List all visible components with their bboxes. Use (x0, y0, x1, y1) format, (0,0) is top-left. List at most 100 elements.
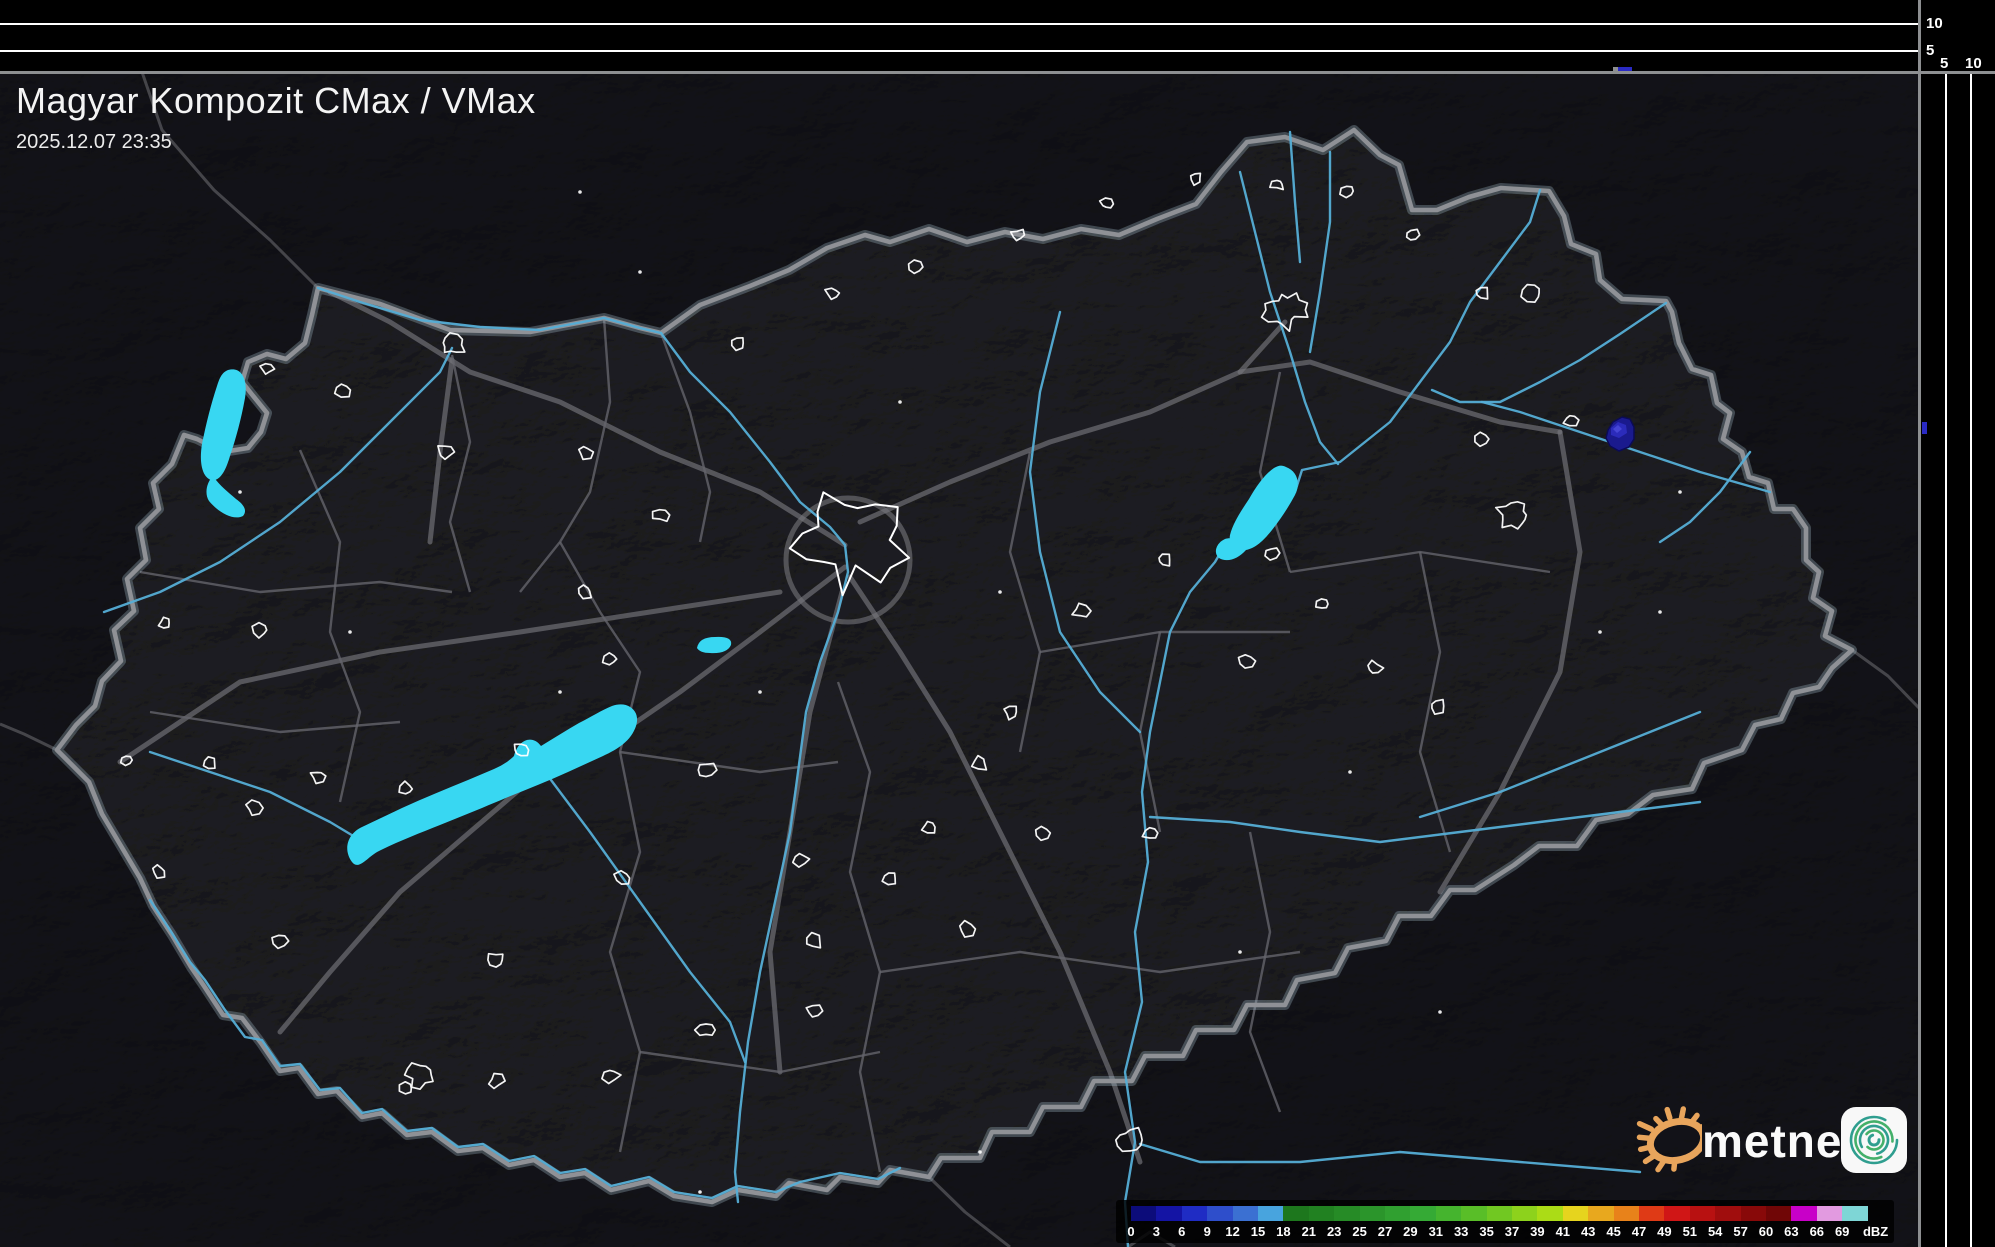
river (659, 331, 850, 1204)
echo-right-projection (1922, 422, 1927, 434)
city-outlines (119, 172, 1682, 1194)
town-dot (758, 690, 762, 694)
city-outline (881, 872, 897, 886)
sun-ray (1655, 1159, 1666, 1173)
neighbour-border (1851, 648, 1919, 710)
county-border (1248, 831, 1282, 1113)
river (1238, 170, 1340, 466)
river (148, 750, 357, 839)
neighbour-border (0, 722, 58, 752)
city-outline (1520, 283, 1540, 303)
dbz-color-segment (1766, 1206, 1792, 1221)
dbz-color-segment (1562, 1206, 1589, 1221)
river (1430, 301, 1668, 404)
hungary-composite-map (0, 72, 1919, 1247)
city-outline (202, 755, 216, 770)
city-outline (693, 1023, 717, 1037)
city-outline (1339, 185, 1355, 199)
sun-ray (1664, 1106, 1673, 1121)
dbz-tick-label: 3 (1152, 1224, 1161, 1239)
dbz-color-segment (1639, 1206, 1665, 1221)
dbz-color-segment (1385, 1206, 1411, 1221)
city-outline (958, 919, 977, 938)
city-outline (487, 952, 504, 968)
lake (1229, 465, 1298, 551)
city-outline (437, 445, 456, 461)
river (1138, 1142, 1642, 1174)
city-outline (271, 934, 290, 950)
dbz-color-segment (1207, 1206, 1234, 1221)
county-border (1258, 371, 1292, 573)
dbz-tick-label: 15 (1250, 1224, 1266, 1239)
dbz-tick-label: 45 (1606, 1224, 1621, 1239)
sun-icon (1636, 1106, 1702, 1173)
lake (206, 476, 246, 518)
city-outline (1141, 826, 1159, 839)
county-border (879, 950, 1301, 974)
county-border (1008, 451, 1042, 753)
county-border (1039, 630, 1290, 654)
dbz-color-segment (1410, 1206, 1437, 1221)
dbz-color-segment (1689, 1206, 1716, 1221)
lake (347, 704, 638, 865)
dbz-color-segment (1486, 1206, 1513, 1221)
dbz-tick-label: 33 (1453, 1224, 1469, 1239)
city-outline (1237, 653, 1257, 669)
map-right-border-line (1918, 0, 1921, 1247)
city-outline (1264, 547, 1281, 561)
neighbour-border (140, 72, 320, 290)
dbz-color-segment (1588, 1206, 1615, 1221)
rivers (102, 130, 1772, 1247)
dbz-tick-label: 27 (1377, 1224, 1393, 1239)
dbz-color-segment (1715, 1206, 1742, 1221)
city-outline (251, 621, 268, 639)
dbz-color-segment (1181, 1206, 1208, 1221)
river (1418, 710, 1702, 819)
dbz-tick-label: 51 (1682, 1224, 1698, 1239)
county-borders (139, 317, 1551, 1173)
town-dot (348, 630, 352, 634)
dbz-tick-label: 31 (1428, 1224, 1444, 1239)
dbz-tick-label: 66 (1809, 1224, 1825, 1239)
county-border (448, 354, 472, 593)
neighbour-border (927, 1175, 1011, 1247)
city-outline (1260, 292, 1309, 333)
city-outline (601, 651, 618, 666)
radar-map (0, 72, 1919, 1247)
town-dot (1658, 610, 1662, 614)
echo-top-projection-gray (1613, 67, 1619, 72)
city-outline (697, 762, 718, 778)
road (327, 289, 848, 548)
dbz-color-segment (1308, 1206, 1335, 1221)
river (316, 286, 663, 335)
dbz-color-segment (1359, 1206, 1386, 1221)
county-border (836, 681, 882, 1173)
town-dot (1438, 1010, 1442, 1014)
dbz-color-segment (1131, 1206, 1157, 1221)
city-outline (442, 331, 466, 354)
budapest-outline (788, 491, 911, 597)
city-outline (119, 755, 134, 767)
town-dot (1348, 770, 1352, 774)
river (1028, 310, 1142, 734)
metnet-app-icon[interactable] (1840, 1106, 1908, 1174)
metnet-logo[interactable]: metnet (1636, 1096, 1911, 1186)
height-gridline (0, 23, 1919, 25)
city-outline (613, 869, 631, 885)
sun-ray (1689, 1112, 1700, 1124)
county-border (149, 710, 401, 734)
dbz-tick-label: 9 (1203, 1224, 1211, 1239)
dbz-color-segment (1435, 1206, 1462, 1221)
city-outline (513, 743, 530, 757)
city-outline (577, 445, 595, 461)
echo-highlight (1613, 425, 1622, 433)
road (1437, 429, 1583, 895)
road (117, 589, 783, 765)
dbz-tick-label: 60 (1758, 1224, 1774, 1239)
height-gridline (1970, 74, 1972, 1247)
dbz-tick-label: 57 (1733, 1224, 1748, 1239)
river (148, 898, 902, 1200)
dbz-color-segment (1613, 1206, 1640, 1221)
town-dot (238, 490, 242, 494)
